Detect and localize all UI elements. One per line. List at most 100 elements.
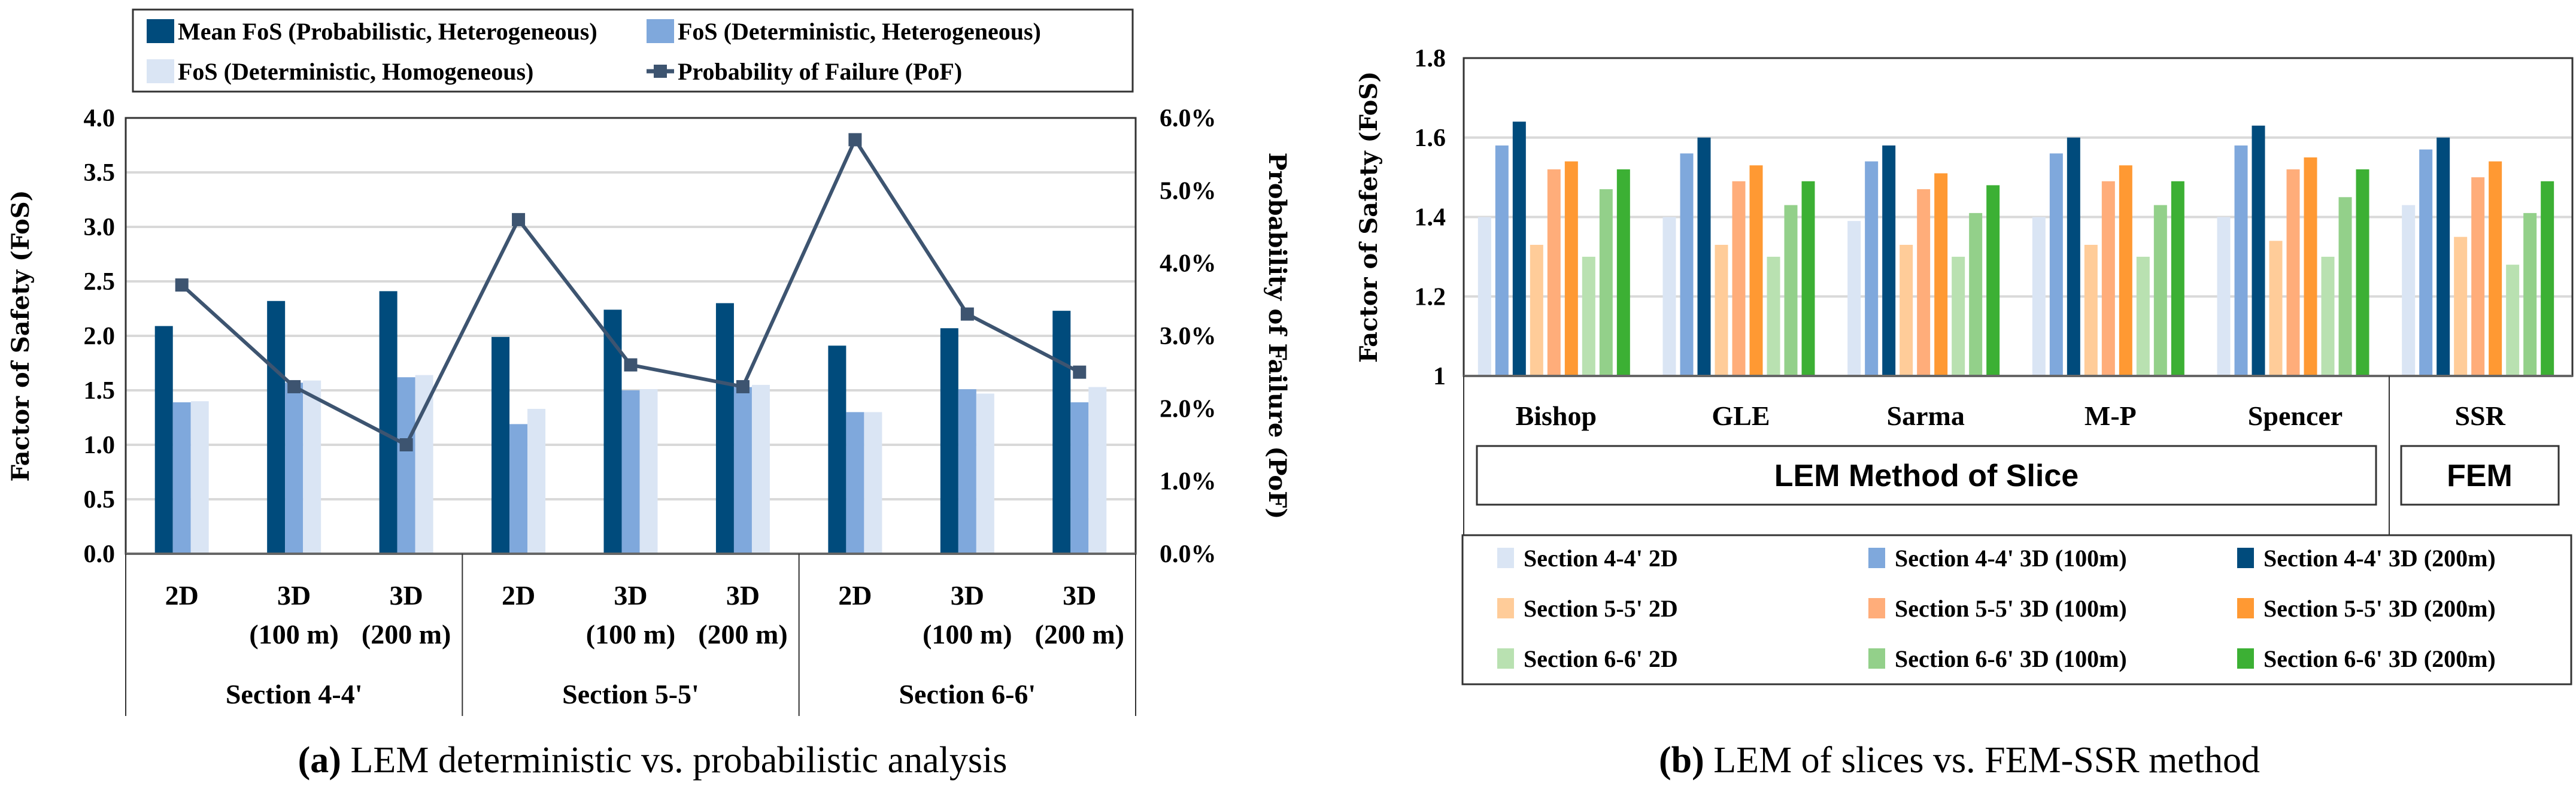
legend-label: Section 5-5' 3D (100m) [1895,595,2127,622]
bar-det_hom [303,380,321,554]
bar-det_het [397,377,415,554]
group-label-fem: FEM [2447,459,2513,493]
legend-swatch [147,19,174,43]
bar-det_hom [864,412,882,554]
category-label: 3D [726,580,760,611]
bar-s66_100 [1784,205,1798,376]
y2-tick-label: 2.0% [1160,395,1216,423]
category-sublabel: (100 m) [923,619,1012,650]
y-tick-label: 3.5 [84,159,116,187]
y2-axis-title: Probability of Failure (PoF) [1263,153,1291,520]
group-label: Section 5-5' [562,679,699,709]
bar-s44_2d [1847,221,1861,376]
bar-s66_2d [2136,256,2150,376]
caption-b: (b) LEM of slices vs. FEM-SSR method [1659,740,2260,781]
y-tick-label: 1.2 [1415,283,1446,311]
bar-s44_200 [1882,145,1896,376]
bar-s44_200 [2252,125,2265,376]
category-label: Sarma [1887,400,1965,431]
bar-s66_100 [2153,205,2167,376]
y2-tick-label: 3.0% [1160,323,1216,350]
legend-label: Section 5-5' 3D (200m) [2264,595,2496,622]
legend-label: Section 6-6' 2D [1524,645,1678,672]
category-sublabel: (200 m) [698,619,787,650]
bar-mean_prob_het [828,345,846,554]
bar-s66_2d [1582,256,1595,376]
caption-b-label: (b) [1659,740,1704,781]
bar-s66_2d [2506,265,2520,376]
bar-s44_100 [2049,153,2063,376]
legend-label: FoS (Deterministic, Heterogeneous) [678,18,1041,45]
bar-s66_200 [1801,181,1815,376]
bar-mean_prob_het [1052,311,1071,554]
bar-det_hom [1088,387,1107,554]
bar-s66_200 [2541,181,2554,376]
y2-tick-label: 0.0% [1160,541,1216,568]
legend-swatch [1868,598,1885,618]
bar-s44_2d [2217,217,2231,376]
bar-mean_prob_het [603,310,622,554]
bar-s66_100 [1599,189,1613,376]
group-box-lem [1476,445,2377,506]
bar-det_hom [527,408,546,554]
pof-marker [287,380,301,393]
bar-s44_2d [1477,217,1491,376]
category-sublabel: (100 m) [249,619,338,650]
legend-label: Section 6-6' 3D (200m) [2264,645,2496,672]
legend-swatch [1868,648,1885,669]
legend-label: Probability of Failure (PoF) [678,58,962,85]
bar-mean_prob_het [715,303,734,554]
category-label: 2D [838,580,872,611]
legend-label: Mean FoS (Probabilistic, Heterogeneous) [178,18,597,45]
bar-mean_prob_het [379,291,398,554]
bar-det_het [733,387,752,554]
bar-det_het [509,424,528,554]
bar-det_het [285,383,304,554]
bar-mean_prob_het [491,336,510,554]
bar-s55_200 [1934,173,1948,376]
legend-box [1461,534,2572,685]
bar-s44_100 [2234,145,2248,376]
bar-s55_100 [2286,169,2300,376]
legend-swatch [2237,548,2254,568]
legend-swatch [2237,598,2254,618]
y-tick-label: 0.5 [84,486,116,514]
bar-s55_2d [2084,244,2098,376]
y-tick-label: 1.8 [1415,45,1446,72]
bar-s44_200 [2437,137,2450,376]
bar-mean_prob_het [940,328,958,554]
category-label: SSR [2454,400,2505,431]
category-label: 3D [614,580,647,611]
bar-s66_2d [1767,256,1780,376]
legend-label: Section 4-4' 3D (200m) [2264,545,2496,572]
bar-det_het [846,412,864,554]
legend-swatch [2237,648,2254,669]
bar-s44_100 [1495,145,1509,376]
bar-s66_100 [2338,197,2352,376]
category-label: 3D [1063,580,1096,611]
category-label: M-P [2085,400,2137,431]
category-label: Spencer [2248,400,2343,431]
y2-tick-label: 6.0% [1160,105,1216,132]
y-tick-label: 4.0 [84,105,116,132]
bar-s55_2d [2269,241,2283,376]
bar-s55_200 [1564,161,1578,376]
caption-a: (a) LEM deterministic vs. probabilistic … [298,740,1008,781]
bar-s66_200 [2171,181,2184,376]
legend-label: Section 5-5' 2D [1524,595,1678,622]
pof-marker [1073,365,1087,379]
pof-marker [736,380,750,393]
legend-swatch [147,59,174,83]
bar-det_het [1070,402,1089,554]
category-label: 2D [502,580,535,611]
bar-s55_100 [1732,181,1746,376]
pof-marker [175,278,189,292]
legend-label: FoS (Deterministic, Homogeneous) [178,58,533,85]
bar-s66_200 [2356,169,2369,376]
bar-s44_200 [2067,137,2080,376]
category-sublabel: (200 m) [362,619,451,650]
legend-label: Section 4-4' 2D [1524,545,1678,572]
category-label: 3D [389,580,423,611]
bar-s44_2d [2032,217,2046,376]
